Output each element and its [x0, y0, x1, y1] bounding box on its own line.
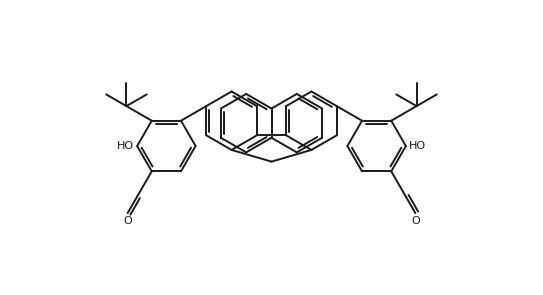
Text: HO: HO: [117, 141, 134, 151]
Text: HO: HO: [409, 141, 426, 151]
Text: O: O: [123, 216, 132, 225]
Text: O: O: [411, 216, 420, 225]
